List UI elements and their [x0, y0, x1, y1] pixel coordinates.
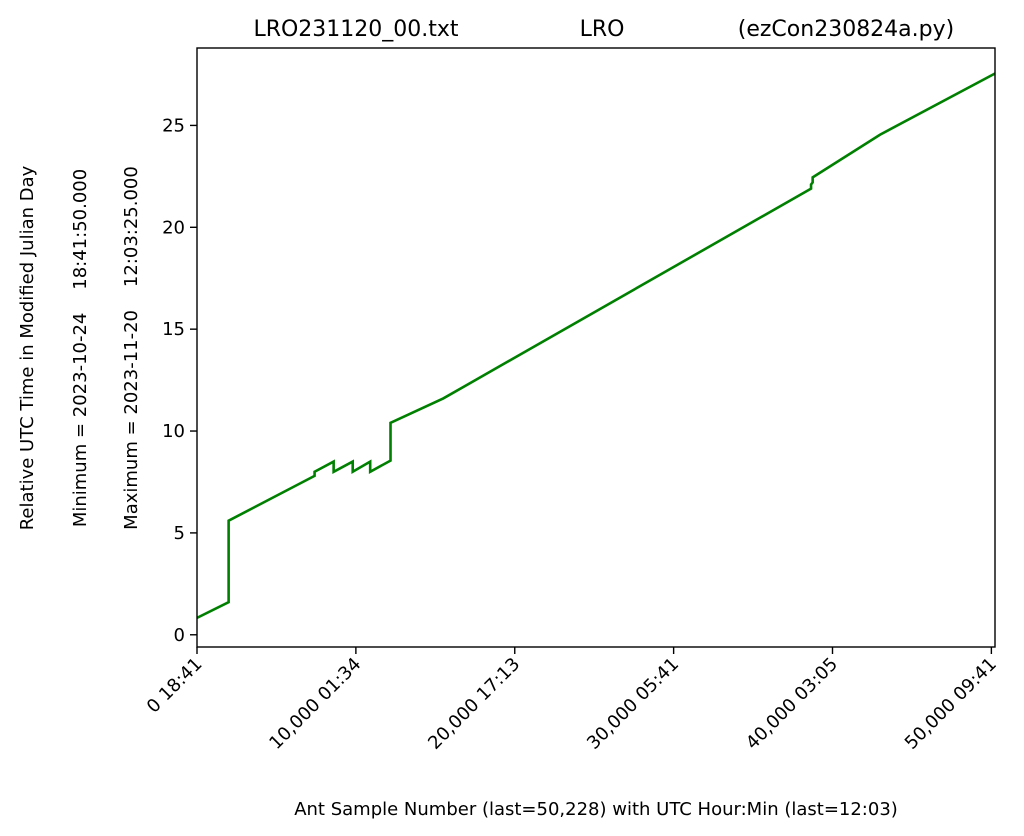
series-line: [196, 72, 996, 620]
y-tick-label: 20: [162, 217, 185, 238]
y-tick-label: 15: [162, 319, 185, 340]
y-axis-label: Relative UTC Time in Modified Julian Day: [17, 165, 38, 530]
x-axis-label: Ant Sample Number (last=50,228) with UTC…: [294, 799, 898, 820]
plot-frame: [196, 47, 996, 648]
chart-title: LRO231120_00.txt LRO (ezCon230824a.py): [253, 17, 954, 42]
title-filename: LRO231120_00.txt: [253, 17, 458, 42]
y-axis-minimum-label: Minimum = 2023-10-24 18:41:50.000: [70, 169, 91, 527]
title-object: LRO: [580, 17, 625, 42]
y-axis-label-group: Relative UTC Time in Modified Julian Day…: [17, 165, 142, 530]
y-tick-label: 5: [174, 523, 185, 544]
y-tick-label: 25: [162, 115, 185, 136]
title-program: (ezCon230824a.py): [738, 17, 954, 42]
plot-area: [196, 47, 996, 648]
y-axis-maximum-label: Maximum = 2023-11-20 12:03:25.000: [121, 166, 142, 530]
y-tick-label: 10: [162, 421, 185, 442]
y-tick-label: 0: [174, 625, 185, 646]
y-axis-ticks: 0 5 10 15 20 25: [162, 115, 197, 646]
